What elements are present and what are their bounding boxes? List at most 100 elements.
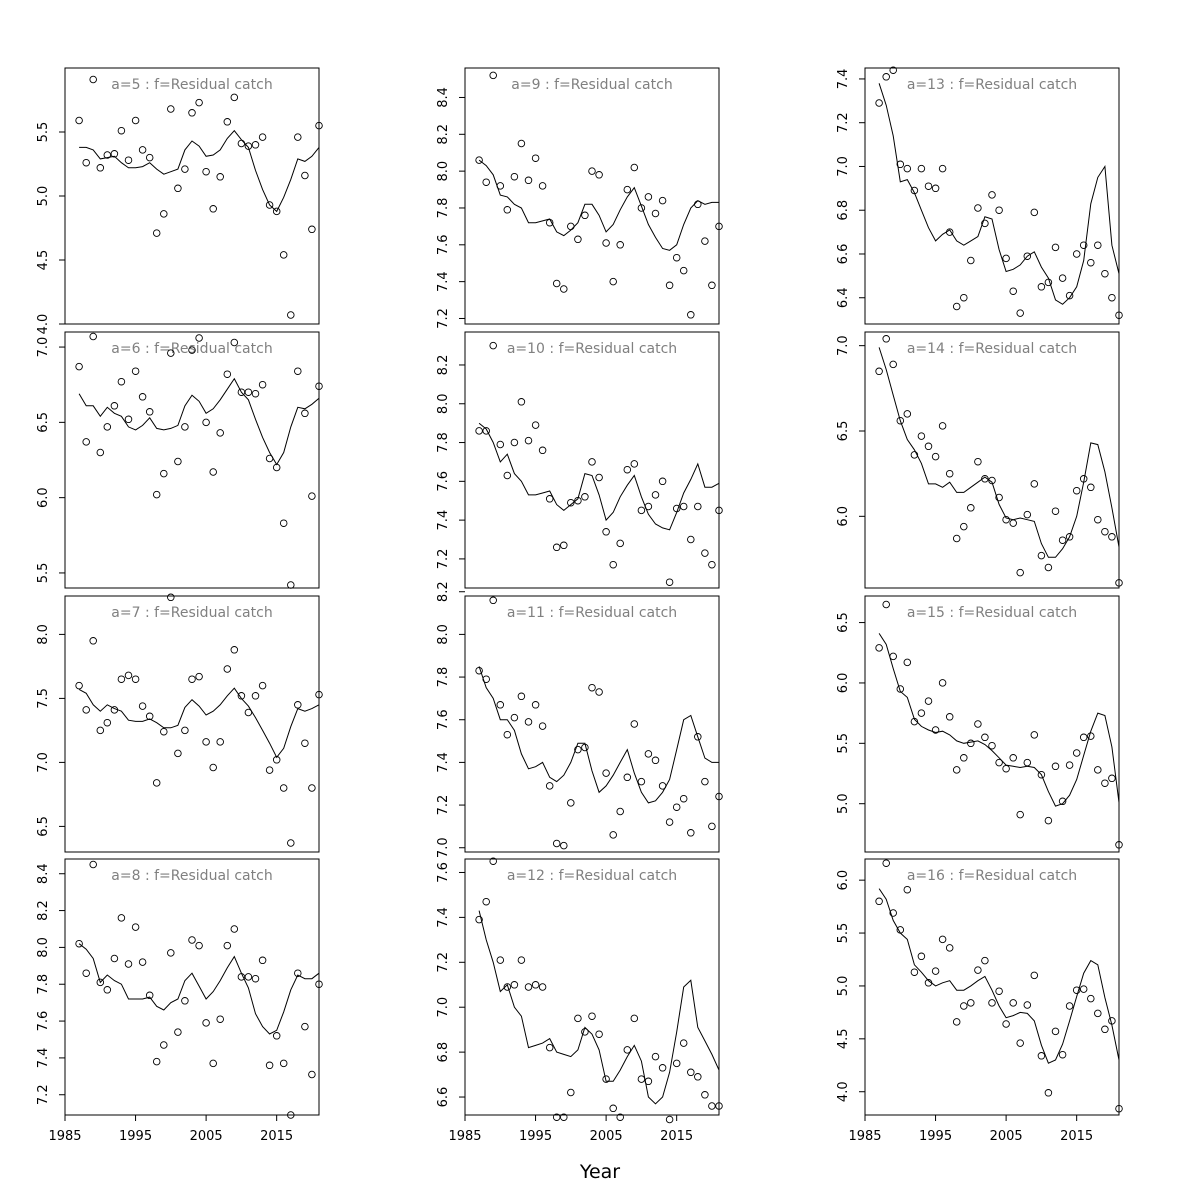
observed-point	[910, 968, 919, 976]
observed-point	[237, 692, 246, 700]
observed-point	[609, 1104, 617, 1113]
observed-point	[931, 726, 940, 734]
observed-point	[988, 741, 996, 750]
y-tick-label: 4.0	[836, 1081, 851, 1102]
observed-point	[1094, 241, 1102, 249]
y-tick-label: 8.2	[436, 581, 451, 602]
observed-point	[637, 777, 646, 786]
y-tick-label: 7.2	[436, 952, 451, 973]
observed-point	[174, 457, 182, 466]
observed-point	[272, 207, 281, 216]
observed-point	[715, 1102, 723, 1110]
observed-point	[167, 349, 175, 357]
observed-point	[1016, 568, 1024, 577]
observed-point	[301, 409, 309, 418]
y-tick-label: 7.0	[436, 997, 451, 1018]
observed-point	[1016, 1039, 1024, 1047]
observed-point	[117, 675, 126, 683]
observed-point	[602, 528, 610, 536]
panel-frame	[64, 858, 320, 1116]
fitted-line	[878, 83, 1120, 305]
x-tick-label: 1985	[848, 1129, 881, 1144]
observed-point	[1101, 269, 1109, 278]
y-tick-label: 7.4	[36, 1048, 51, 1069]
observed-point	[258, 380, 267, 389]
observed-point	[623, 773, 632, 782]
y-tick-label: 5.5	[36, 563, 51, 584]
observed-point	[1051, 507, 1060, 515]
y-tick-label: 5.0	[836, 793, 851, 814]
y-tick-label: 6.4	[836, 287, 851, 308]
observed-point	[623, 185, 632, 194]
observed-point	[1115, 1104, 1123, 1113]
observed-point	[882, 335, 890, 343]
observed-point	[531, 421, 540, 429]
observed-point	[82, 706, 90, 714]
observed-point	[482, 427, 490, 435]
observed-point	[294, 701, 302, 709]
observed-point	[244, 142, 253, 150]
y-tick-label: 7.0	[836, 156, 851, 177]
observed-point	[287, 581, 295, 589]
y-tick-label: 7.4	[436, 510, 451, 531]
observed-point	[896, 685, 905, 693]
observed-point	[124, 960, 133, 968]
y-tick-label: 7.8	[36, 974, 51, 995]
panel-frame	[864, 331, 1120, 589]
x-axis-title: Year	[579, 1161, 620, 1183]
panel-title: a=7 : f=Residual catch	[111, 605, 272, 621]
observed-point	[1037, 283, 1046, 291]
observed-point	[524, 983, 533, 991]
observed-point	[510, 713, 519, 722]
observed-point	[272, 463, 281, 472]
observed-point	[602, 239, 610, 247]
observed-point	[1030, 971, 1039, 980]
observed-point	[960, 1002, 968, 1010]
observed-point	[896, 416, 905, 425]
observed-point	[910, 451, 919, 459]
observed-point	[279, 784, 288, 792]
observed-point	[609, 831, 617, 839]
observed-point	[560, 1113, 568, 1121]
observed-point	[875, 367, 883, 376]
observed-point	[1002, 764, 1010, 773]
observed-point	[651, 1052, 660, 1061]
y-tick-label: 4.5	[36, 250, 51, 271]
observed-point	[1087, 994, 1095, 1003]
observed-point	[715, 222, 723, 231]
observed-point	[308, 1070, 316, 1079]
observed-point	[701, 237, 709, 245]
y-tick-label: 7.4	[436, 752, 451, 773]
observed-point	[195, 334, 203, 342]
observed-point	[952, 766, 961, 774]
observed-point	[181, 165, 189, 173]
observed-point	[272, 1032, 281, 1040]
panel-title: a=10 : f=Residual catch	[507, 341, 677, 357]
observed-point	[1094, 1009, 1102, 1018]
observed-point	[658, 1064, 667, 1072]
observed-point	[517, 398, 526, 406]
observed-point	[981, 475, 989, 483]
observed-point	[952, 534, 961, 543]
y-tick-label: 7.6	[436, 709, 451, 730]
observed-point	[75, 362, 83, 371]
observed-point	[1108, 533, 1116, 541]
panel-3: a=7 : f=Residual catch 6.5 7.0 7.5 8.0	[36, 593, 323, 853]
observed-point	[251, 692, 260, 700]
observed-point	[1072, 250, 1081, 258]
observed-point	[679, 502, 688, 511]
observed-point	[938, 679, 947, 687]
observed-point	[630, 1014, 639, 1023]
observed-point	[110, 706, 119, 714]
observed-point	[145, 712, 154, 721]
observed-point	[475, 427, 483, 435]
observed-point	[637, 506, 646, 515]
observed-point	[1115, 311, 1123, 319]
y-tick-label: 6.8	[436, 1042, 451, 1063]
observed-point	[974, 720, 982, 728]
observed-point	[623, 465, 632, 474]
observed-point	[181, 997, 189, 1005]
observed-point	[910, 717, 919, 726]
observed-point	[174, 749, 182, 758]
